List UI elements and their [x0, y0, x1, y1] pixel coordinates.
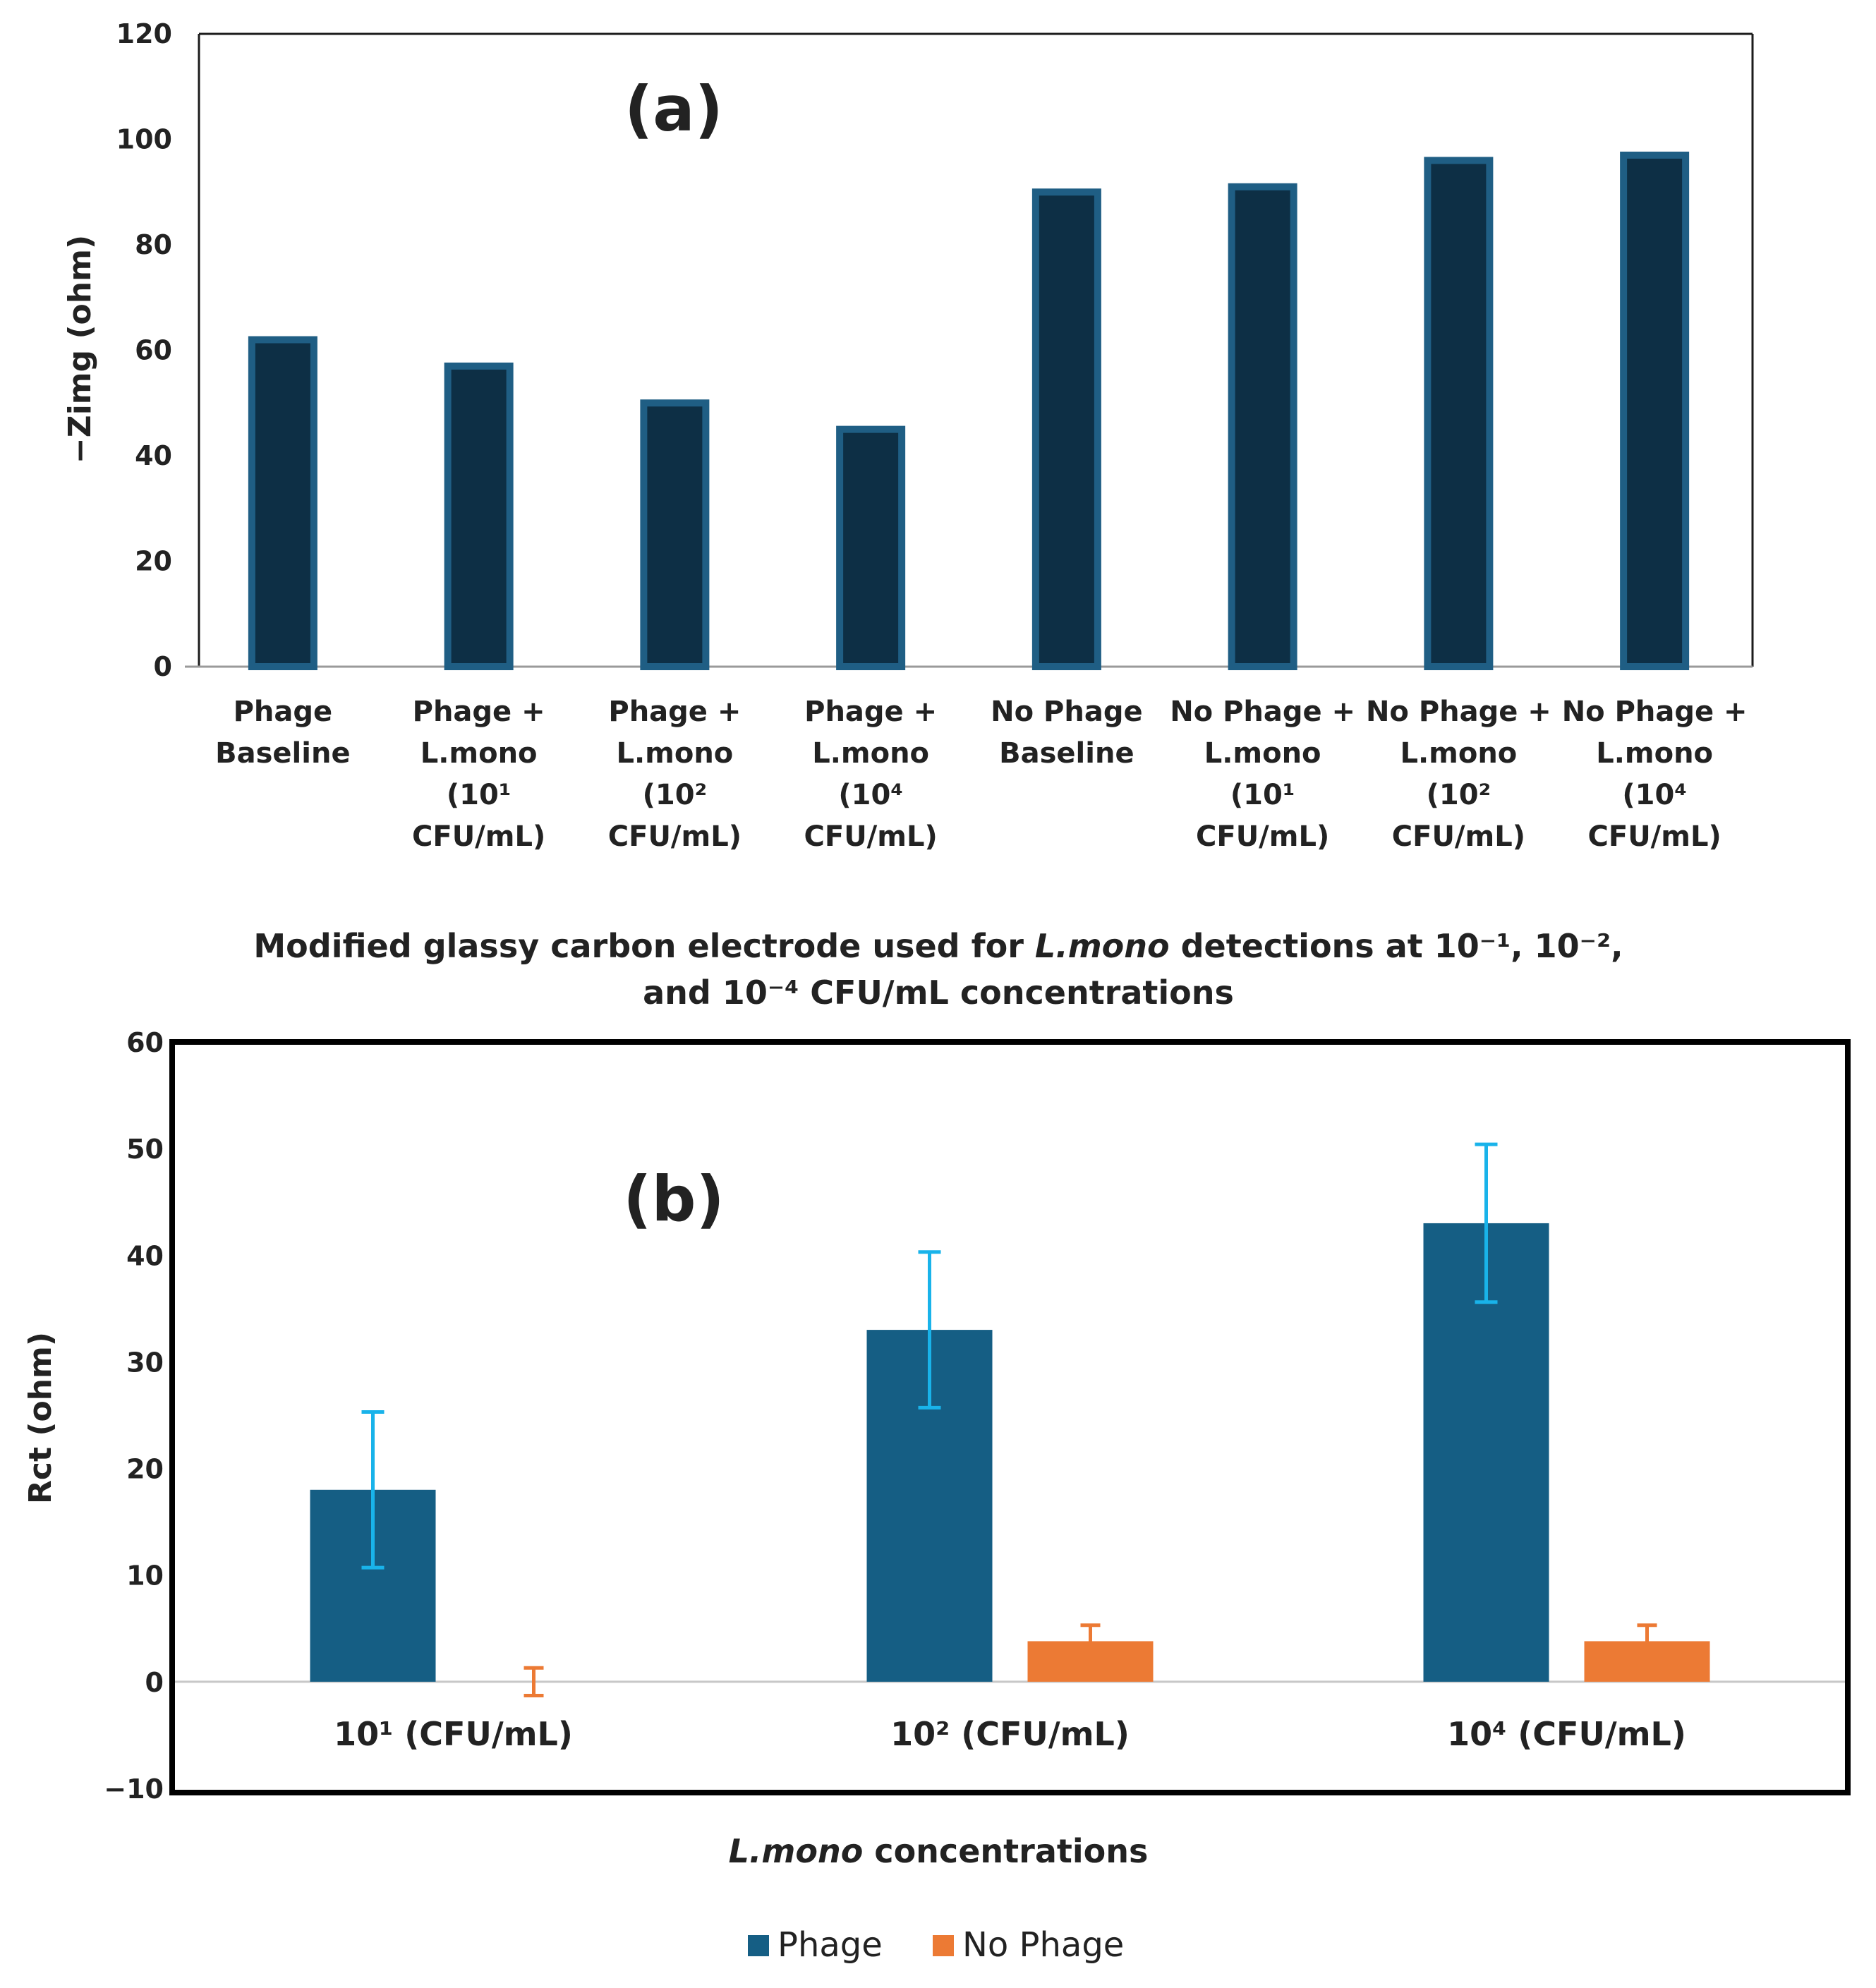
chart-b-legend-label: Phage	[777, 1925, 883, 1965]
chart-b-legend: Phage No Phage	[748, 1925, 1124, 1965]
chart-a-x-tick-label: No Phage + L.mono (10² CFU/mL)	[1366, 696, 1551, 853]
chart-a-bar	[1228, 183, 1297, 670]
chart-a-y-tick-label: 20	[135, 546, 172, 577]
chart-a-y-tick-label: 40	[135, 440, 172, 471]
chart-b-x-tick-label: 10⁴ (CFU/mL)	[1447, 1715, 1686, 1753]
chart-b-legend-swatch	[748, 1935, 769, 1956]
chart-a-bar	[1424, 157, 1494, 670]
chart-b-y-tick-label: −10	[104, 1774, 164, 1805]
chart-a-y-tick-label: 60	[135, 335, 172, 366]
chart-a-x-tick-label: No Phage Baseline	[991, 696, 1142, 770]
chart-b-y-tick-label: 0	[145, 1667, 164, 1698]
chart-b-x-tick-label: 10¹ (CFU/mL)	[334, 1715, 573, 1753]
chart-b-y-tick-label: 10	[126, 1560, 164, 1592]
chart-b-y-tick-label: 60	[126, 1027, 164, 1058]
chart-a-x-tick-label: No Phage + L.mono (10¹ CFU/mL)	[1170, 696, 1355, 853]
chart-a-bar	[1031, 188, 1101, 670]
chart-a-y-tick-label: 100	[116, 124, 172, 155]
chart-a: (a) −Zimg (ohm) 0 20 40 60 80 100 120 Phage Base…	[62, 18, 1754, 853]
chart-b-y-tick-label: 40	[126, 1240, 164, 1271]
chart-b-x-axis-label: L.mono concentrations	[729, 1832, 1149, 1870]
chart-b-title-line-2: and 10⁻⁴ CFU/mL concentrations	[643, 974, 1234, 1012]
chart-b-y-tick-label: 50	[126, 1134, 164, 1165]
chart-a-bar	[444, 362, 514, 670]
chart-a-y-tick-label: 0	[154, 651, 172, 682]
chart-a-x-tick-label: Phage Baseline	[215, 696, 350, 770]
chart-a-x-tick-label: Phage + L.mono (10¹ CFU/mL)	[412, 696, 545, 853]
chart-b-y-tick-label: 20	[126, 1454, 164, 1485]
chart-a-bar	[248, 336, 317, 670]
chart-a-y-axis-label: −Zimg (ohm)	[62, 235, 98, 463]
chart-a-x-tick-label: Phage + L.mono (10² CFU/mL)	[608, 696, 742, 853]
chart-a-x-tick-label: No Phage + L.mono (10⁴ CFU/mL)	[1562, 696, 1748, 853]
chart-a-bar	[1620, 151, 1690, 671]
chart-a-panel-label: (a)	[624, 73, 723, 145]
chart-b-x-tick-label: 10² (CFU/mL)	[890, 1715, 1130, 1753]
chart-b-legend-label: No Phage	[962, 1925, 1124, 1965]
chart-b: Modified glassy carbon electrode used fo…	[23, 927, 1851, 1965]
chart-a-y-tick-label: 120	[116, 18, 172, 49]
chart-b-y-axis-label: Rct (ohm)	[23, 1332, 59, 1504]
chart-b-title-line-1: Modified glassy carbon electrode used fo…	[253, 927, 1623, 965]
chart-b-y-tick-label: 30	[126, 1347, 164, 1378]
chart-b-frame	[169, 1039, 1851, 1795]
chart-b-legend-swatch	[933, 1935, 954, 1956]
chart-a-y-tick-label: 80	[135, 229, 172, 260]
chart-b-panel-label: (b)	[623, 1163, 724, 1235]
chart-a-bar	[836, 425, 906, 670]
chart-a-bar	[640, 399, 710, 670]
chart-a-x-tick-label: Phage + L.mono (10⁴ CFU/mL)	[804, 696, 938, 853]
